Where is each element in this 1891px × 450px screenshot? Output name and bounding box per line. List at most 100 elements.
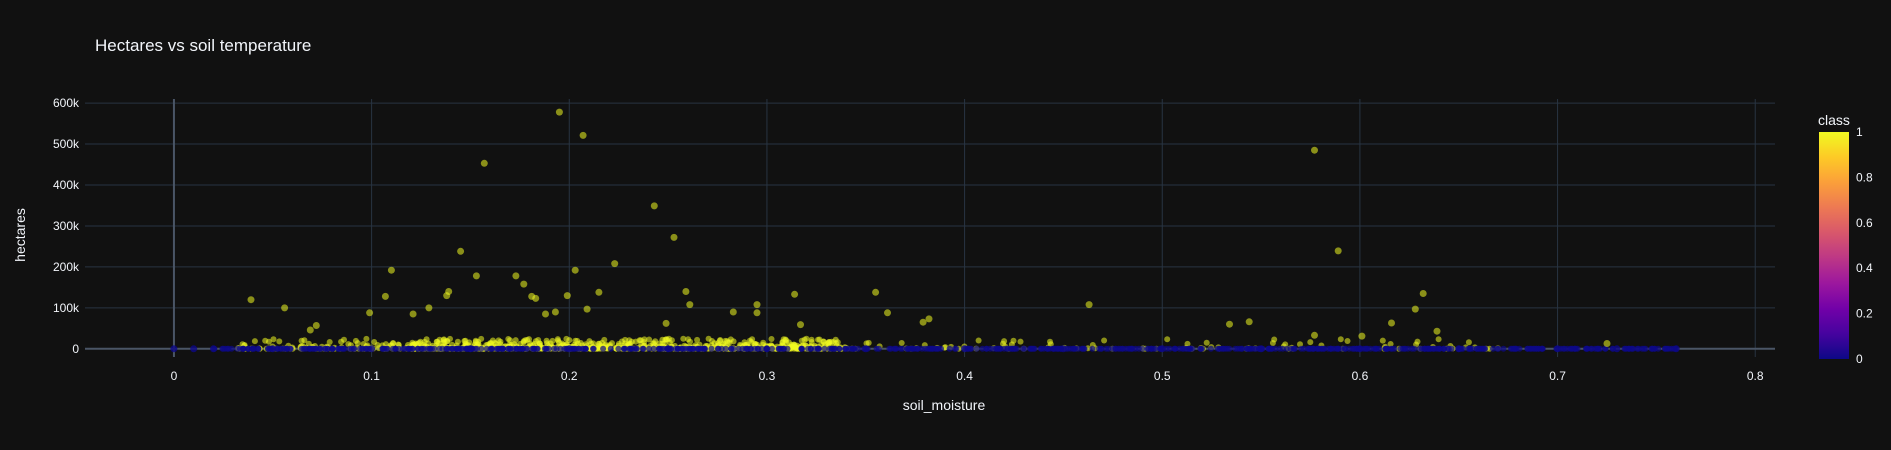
data-point bbox=[409, 310, 417, 318]
band-point bbox=[663, 336, 670, 343]
band-point bbox=[1017, 338, 1024, 345]
class0-point bbox=[311, 345, 318, 352]
class0-point bbox=[1349, 345, 1356, 352]
class0-point bbox=[1098, 345, 1105, 352]
class0-point bbox=[1139, 345, 1146, 352]
data-point bbox=[729, 308, 737, 316]
data-point bbox=[1388, 319, 1395, 327]
data-point bbox=[791, 290, 799, 298]
class0-point bbox=[899, 345, 906, 352]
class0-point bbox=[1469, 345, 1476, 352]
class0-point bbox=[1630, 345, 1636, 352]
class0-point bbox=[1318, 345, 1325, 352]
class0-point bbox=[951, 345, 958, 352]
colorbar: class 0 0.2 0.4 0.6 0.8 1 bbox=[1818, 112, 1873, 366]
x-tick-label: 0.6 bbox=[1352, 369, 1369, 383]
band-point bbox=[768, 336, 775, 342]
band-point bbox=[251, 338, 258, 345]
class0-point bbox=[1055, 345, 1062, 352]
colorbar-tick-label: 0.6 bbox=[1856, 216, 1873, 230]
data-point bbox=[862, 345, 870, 353]
class0-point bbox=[696, 345, 703, 352]
class0-point bbox=[419, 345, 426, 352]
band-point bbox=[898, 340, 905, 346]
band-point bbox=[276, 338, 283, 345]
band-point bbox=[497, 338, 504, 345]
class0-point bbox=[1075, 345, 1082, 352]
class0-point bbox=[646, 345, 653, 352]
data-point bbox=[381, 292, 389, 300]
band-point bbox=[830, 339, 837, 346]
class0-point bbox=[1625, 345, 1632, 352]
data-point bbox=[170, 345, 178, 353]
band-point bbox=[301, 337, 308, 344]
class0-point bbox=[600, 345, 607, 352]
data-point bbox=[919, 318, 927, 326]
data-point bbox=[1554, 345, 1562, 353]
data-point bbox=[670, 233, 678, 241]
class0-point bbox=[1416, 345, 1423, 352]
x-tick-label: 0.2 bbox=[561, 369, 578, 383]
data-point bbox=[682, 288, 690, 295]
band-point bbox=[808, 336, 815, 343]
class0-point bbox=[933, 345, 940, 352]
data-point bbox=[662, 319, 670, 327]
band-point bbox=[532, 338, 539, 345]
data-point bbox=[961, 345, 969, 353]
band-point bbox=[549, 337, 556, 344]
data-point bbox=[269, 345, 277, 353]
class0-point bbox=[1172, 345, 1179, 352]
data-point bbox=[797, 321, 804, 329]
class0-point bbox=[946, 345, 953, 352]
colorbar-tick-label: 0.8 bbox=[1856, 170, 1873, 184]
data-point bbox=[763, 345, 771, 353]
x-tick-label: 0.3 bbox=[759, 369, 776, 383]
x-tick-label: 0.7 bbox=[1549, 369, 1566, 383]
data-point bbox=[565, 345, 573, 353]
class0-point bbox=[1602, 345, 1609, 352]
class0-point bbox=[1389, 345, 1396, 352]
class0-point bbox=[914, 345, 921, 352]
band-point bbox=[656, 340, 663, 347]
class0-point bbox=[672, 345, 679, 352]
x-tick-label: 0.8 bbox=[1747, 369, 1764, 383]
band-point bbox=[717, 337, 724, 343]
data-point bbox=[1226, 320, 1233, 328]
band-point bbox=[815, 336, 821, 343]
class0-point bbox=[1208, 345, 1214, 352]
data-point bbox=[686, 301, 694, 309]
data-point bbox=[1334, 247, 1342, 255]
class0-point bbox=[224, 345, 231, 352]
band-point bbox=[1307, 339, 1314, 346]
class0-point bbox=[529, 345, 536, 352]
class0-point bbox=[1291, 345, 1298, 352]
y-tick-label: 200k bbox=[53, 260, 80, 274]
data-point bbox=[884, 309, 891, 317]
class0-point bbox=[1152, 345, 1159, 352]
class0-point bbox=[775, 345, 782, 352]
band-point bbox=[975, 337, 982, 344]
band-point bbox=[1379, 337, 1386, 344]
band-point bbox=[1203, 339, 1210, 346]
class0-point bbox=[781, 345, 788, 352]
class0-point bbox=[807, 345, 814, 352]
band-point bbox=[780, 336, 787, 343]
class0-point bbox=[1411, 345, 1418, 352]
colorbar-tick-label: 0 bbox=[1856, 352, 1863, 366]
data-point bbox=[1411, 305, 1419, 313]
class0-point bbox=[1595, 345, 1602, 352]
class0-point bbox=[973, 345, 980, 352]
class0-point bbox=[1325, 345, 1332, 352]
band-point bbox=[694, 336, 701, 343]
class0-point bbox=[1510, 345, 1517, 352]
band-point bbox=[636, 337, 643, 344]
data-point bbox=[512, 272, 520, 280]
data-point bbox=[312, 322, 320, 329]
colorbar-tick-label: 0.4 bbox=[1856, 261, 1873, 275]
band-point bbox=[475, 338, 482, 345]
data-point bbox=[611, 260, 619, 268]
data-point bbox=[387, 266, 395, 274]
class0-point bbox=[1265, 345, 1272, 352]
